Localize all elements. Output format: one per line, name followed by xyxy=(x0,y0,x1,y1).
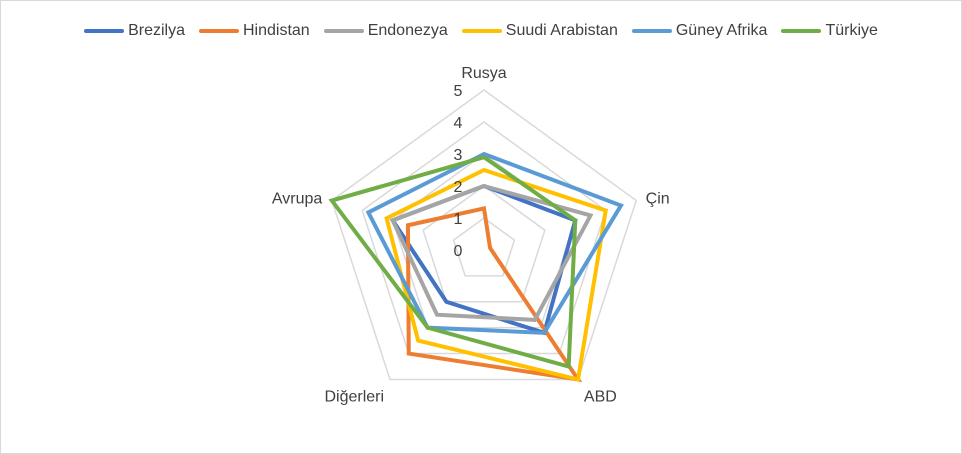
tick-label: 2 xyxy=(454,179,463,196)
axis-label: ABD xyxy=(584,388,617,405)
legend-item: Hindistan xyxy=(199,22,310,40)
tick-label: 4 xyxy=(454,115,463,132)
legend-item: Suudi Arabistan xyxy=(461,22,618,40)
legend-label: Endonezya xyxy=(367,22,448,39)
legend-item: Endonezya xyxy=(323,22,448,40)
series-line xyxy=(405,205,583,383)
axis-label: Diğerleri xyxy=(324,388,384,405)
grid-ring xyxy=(361,121,607,355)
legend-swatch xyxy=(323,29,364,33)
legend-item: Brezilya xyxy=(84,22,185,40)
legend-swatch xyxy=(199,29,239,33)
legend-label: Suudi Arabistan xyxy=(505,22,618,39)
tick-label: 1 xyxy=(454,211,463,228)
series-line xyxy=(365,151,624,335)
series-line xyxy=(384,167,608,382)
series-line xyxy=(328,155,578,370)
legend-label: Brezilya xyxy=(128,22,185,39)
tick-label: 0 xyxy=(454,243,463,260)
legend-swatch xyxy=(461,29,502,33)
legend-swatch xyxy=(781,29,822,33)
legend-label: Türkiye xyxy=(825,22,878,39)
tick-label: 3 xyxy=(454,147,463,164)
grid-ring xyxy=(422,185,546,303)
legend-swatch xyxy=(631,29,672,33)
legend-swatch xyxy=(84,29,125,33)
chart-legend: Brezilya Hindistan Endonezya Suudi Arabista… xyxy=(0,18,962,44)
legend-label: Hindistan xyxy=(243,22,310,39)
legend-item: Güney Afrika xyxy=(631,22,768,40)
tick-label: 5 xyxy=(454,83,463,100)
axis-label: Çin xyxy=(646,190,670,207)
grid-ring xyxy=(452,217,516,277)
grid-ring xyxy=(330,89,638,381)
legend-item: Türkiye xyxy=(781,22,878,40)
series-line xyxy=(389,183,594,322)
axis-label: Rusya xyxy=(461,65,506,82)
axis-label: Avrupa xyxy=(272,190,323,207)
legend-label: Güney Afrika xyxy=(675,22,768,39)
